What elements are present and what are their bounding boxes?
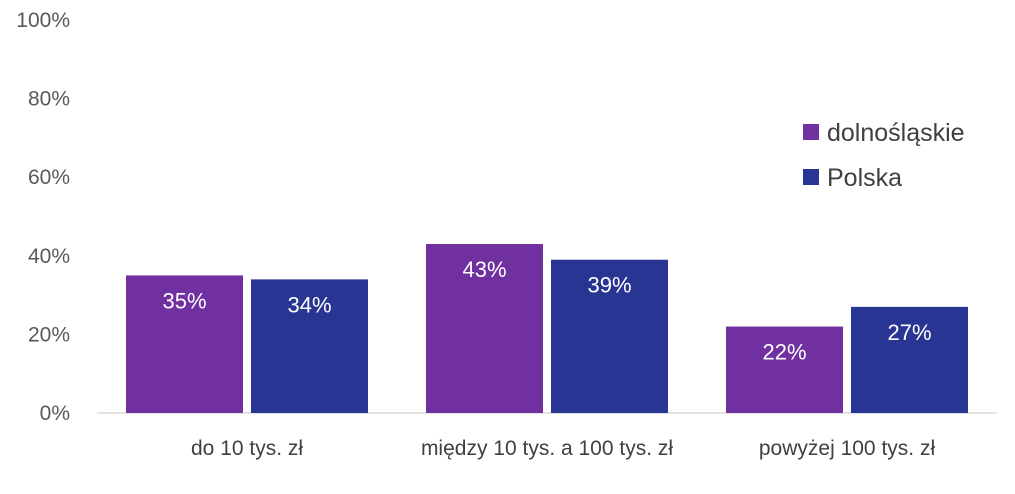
- bar-data-label: 43%: [462, 257, 506, 282]
- legend-label: Polska: [827, 164, 902, 192]
- bar-dolnoslaskie: [126, 275, 243, 413]
- bar-polska: [851, 306, 968, 413]
- x-axis-categories: do 10 tys. zł między 10 tys. a 100 tys. z…: [191, 437, 935, 460]
- bar-data-label: 35%: [162, 288, 206, 313]
- bar-dolnoslaskie: [426, 244, 543, 413]
- y-tick-label: 40%: [28, 245, 70, 268]
- x-category-label: do 10 tys. zł: [191, 437, 303, 460]
- x-category-label: powyżej 100 tys. zł: [759, 437, 936, 460]
- bars: [126, 244, 968, 413]
- bar-polska: [251, 279, 368, 413]
- bar-data-label: 22%: [762, 340, 806, 365]
- bar-data-label: 39%: [587, 273, 631, 298]
- bar-data-label: 27%: [887, 320, 931, 345]
- legend-swatch: [803, 169, 819, 185]
- y-tick-label: 60%: [28, 166, 70, 189]
- y-axis-ticks: 0% 20% 40% 60% 80% 100%: [16, 9, 70, 425]
- y-tick-label: 100%: [16, 9, 70, 32]
- legend-label: dolnośląskie: [827, 119, 965, 147]
- legend-swatch: [803, 124, 819, 140]
- x-category-label: między 10 tys. a 100 tys. zł: [421, 437, 673, 460]
- bar-data-labels: 35% 34% 43% 39% 22% 27%: [162, 257, 931, 365]
- bar-polska: [551, 259, 668, 413]
- legend: dolnośląskie Polska: [803, 119, 965, 192]
- y-tick-label: 20%: [28, 323, 70, 346]
- bar-data-label: 34%: [287, 292, 331, 317]
- y-tick-label: 80%: [28, 88, 70, 111]
- bar-dolnoslaskie: [726, 326, 843, 413]
- y-tick-label: 0%: [40, 402, 70, 425]
